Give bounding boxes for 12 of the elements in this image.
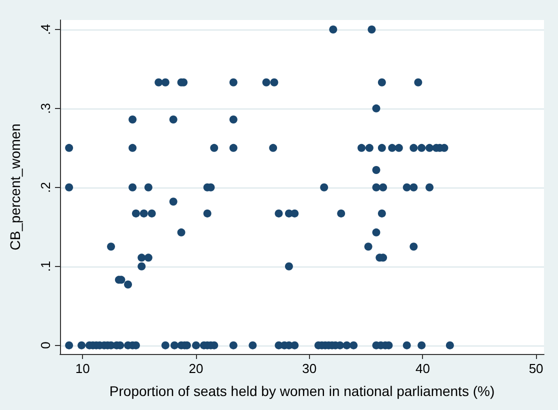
x-tick-label: 30 bbox=[302, 361, 317, 376]
y-tick-label: .4 bbox=[38, 24, 53, 35]
y-tick-label: .2 bbox=[38, 182, 53, 193]
y-tick-label: 0 bbox=[38, 342, 53, 349]
x-tick-label: 20 bbox=[188, 361, 204, 376]
y-tick-label: .1 bbox=[38, 260, 53, 272]
y-tick-label: .3 bbox=[38, 103, 53, 114]
y-axis-title: CB_percent_women bbox=[7, 124, 23, 250]
x-axis-title: Proportion of seats held by women in national parliaments (%) bbox=[109, 383, 495, 399]
x-tick-label: 50 bbox=[528, 361, 544, 376]
x-tick-label: 40 bbox=[415, 361, 430, 376]
x-tick-label: 10 bbox=[75, 361, 90, 376]
